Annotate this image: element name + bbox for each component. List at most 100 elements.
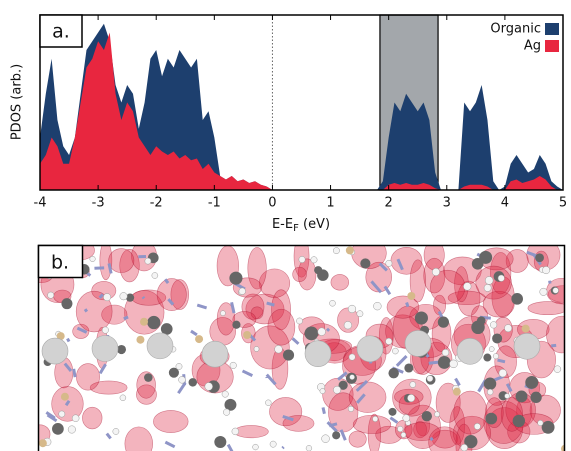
hydrogen-atom	[385, 337, 393, 345]
orbital-lobe	[269, 397, 303, 427]
hydrogen-atom	[504, 393, 510, 399]
bond	[265, 373, 277, 386]
hydrogen-atom	[539, 287, 548, 296]
hydrogen-atom	[347, 304, 357, 314]
hydrogen-atom	[112, 428, 120, 435]
carbon-atom	[404, 363, 414, 373]
bond	[526, 250, 538, 258]
hydrogen-atom	[484, 276, 494, 285]
hydrogen-atom	[343, 321, 352, 330]
carbon-atom	[52, 422, 64, 435]
panel-b-label-box	[37, 244, 84, 279]
carbon-atom	[224, 398, 237, 411]
x-tick-label: 1	[326, 196, 334, 211]
hydrogen-atom	[400, 432, 407, 438]
panel-a-label: a.	[52, 21, 70, 43]
orbital-lobe	[136, 384, 157, 405]
bond	[405, 302, 410, 308]
silver-atom	[41, 337, 69, 365]
x-label-suffix: (eV)	[299, 217, 330, 232]
carbon-atom	[282, 349, 295, 361]
bond	[437, 310, 444, 318]
bond	[123, 315, 129, 321]
bond	[551, 343, 557, 348]
pdos-area	[40, 32, 563, 190]
bond	[196, 303, 208, 310]
hydrogen-atom	[119, 394, 127, 402]
hydrogen-atom	[265, 399, 272, 406]
bond	[355, 380, 369, 392]
hydrogen-atom	[460, 443, 468, 451]
orbital-lobe	[297, 258, 317, 291]
hydrogen-atom	[329, 300, 336, 307]
hydrogen-atom	[101, 326, 109, 334]
carbon-atom	[144, 373, 153, 382]
orbital-lobe	[475, 265, 512, 300]
orbital-lobe	[367, 413, 381, 451]
hydrogen-atom	[356, 310, 364, 318]
bond	[429, 436, 434, 442]
orbital-lobe	[403, 422, 441, 441]
hydrogen-atom	[144, 257, 152, 265]
bond	[226, 443, 234, 451]
orbital-lobe	[82, 406, 103, 430]
hydrogen-atom	[175, 363, 183, 370]
bond	[63, 362, 73, 372]
silver-atom	[456, 338, 484, 365]
hydrogen-atom	[220, 310, 226, 316]
sulfur-atom	[521, 324, 530, 333]
plot-frame	[39, 14, 564, 191]
hydrogen-atom	[151, 272, 159, 279]
hydrogen-atom	[305, 445, 313, 451]
sulfur-atom	[39, 439, 47, 448]
carbon-atom	[116, 344, 127, 355]
carbon-atom	[232, 320, 241, 329]
hydrogen-atom	[333, 385, 342, 394]
hydrogen-atom	[407, 394, 416, 403]
panel-b-frame	[37, 244, 566, 451]
carbon-atom	[229, 271, 243, 285]
bond	[337, 371, 348, 381]
sulfur-atom	[140, 317, 149, 326]
bond	[326, 421, 338, 433]
hydrogen-atom	[504, 324, 513, 333]
hydrogen-atom	[385, 259, 393, 267]
orbital-lobe	[348, 430, 367, 448]
hydrogen-atom	[231, 427, 240, 436]
carbon-atom	[360, 258, 371, 269]
sulfur-atom	[136, 335, 145, 344]
hydrogen-atom	[492, 353, 499, 360]
pdos-chart: -4 -3 -2 -1 0 1 2 3 4 5 a. Organic Ag	[34, 14, 567, 211]
legend-swatch	[545, 23, 559, 35]
carbon-atom	[188, 378, 198, 387]
hydrogen-atom	[431, 267, 440, 276]
x-tick-label: -1	[208, 196, 221, 211]
carbon-atom	[483, 353, 492, 362]
hydrogen-atom	[71, 414, 80, 422]
sulfur-atom	[195, 335, 204, 344]
legend-label: Ag	[524, 39, 541, 54]
orbital-lobe	[101, 304, 128, 325]
carbon-atom	[414, 311, 428, 325]
carbon-atom	[525, 375, 539, 389]
orbital-lobe	[250, 325, 290, 370]
bond	[282, 415, 294, 422]
orbital-lobe	[75, 290, 113, 333]
carbon-atom	[388, 407, 397, 416]
carbon-atom	[61, 298, 73, 310]
hydrogen-atom	[483, 284, 492, 292]
sulfur-atom	[345, 246, 354, 255]
bond	[164, 440, 176, 449]
orbital-lobe	[76, 363, 100, 391]
carbon-atom	[168, 367, 179, 378]
bond	[396, 258, 404, 271]
carbon-atom	[304, 326, 319, 341]
legend-label: Organic	[490, 22, 541, 37]
hydrogen-atom	[348, 353, 356, 361]
hydrogen-atom	[47, 291, 55, 299]
bond	[141, 295, 146, 300]
x-label-main: E-E	[272, 217, 293, 232]
hydrogen-atom	[441, 348, 450, 357]
hydrogen-atom	[373, 301, 382, 311]
